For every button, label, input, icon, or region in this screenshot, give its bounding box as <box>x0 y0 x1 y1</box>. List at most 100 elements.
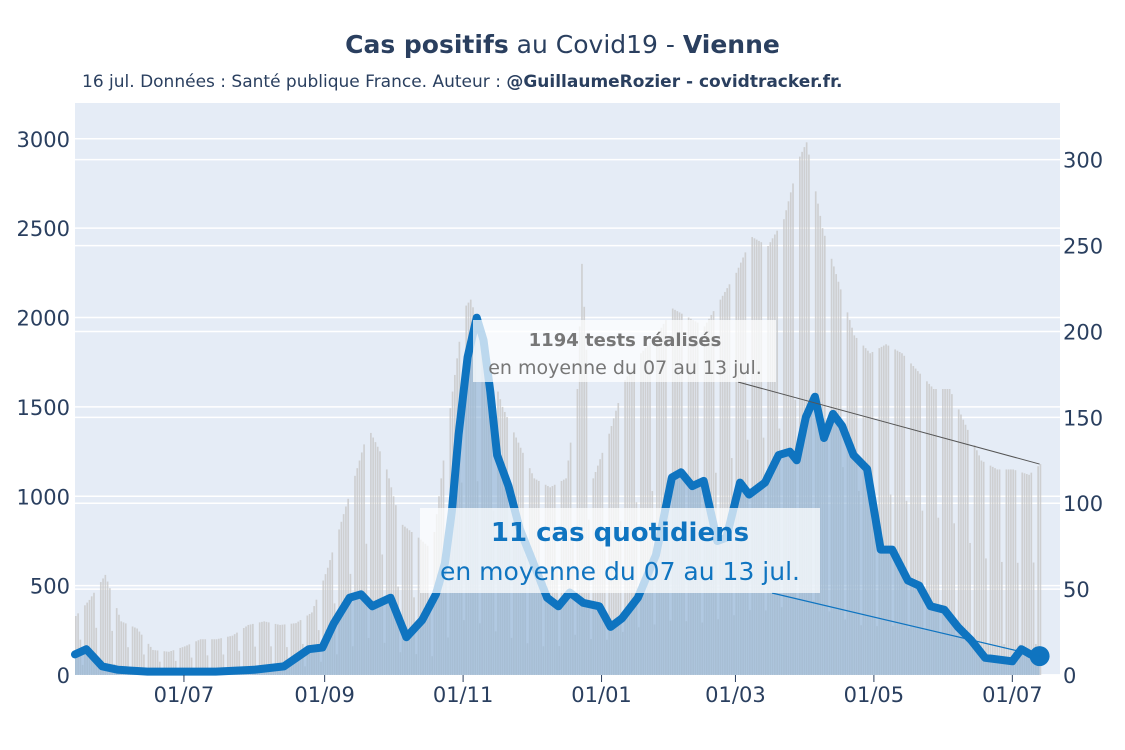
tests-bar <box>976 450 978 675</box>
tests-bar <box>190 657 193 675</box>
tests-bar <box>172 650 175 675</box>
tests-bar <box>962 419 965 675</box>
cases-annotation-box <box>420 508 820 593</box>
tests-bar <box>1037 466 1039 675</box>
y-left-tick-label: 500 <box>30 575 70 599</box>
cases-annotation-text: en moyenne du 07 au 13 jul. <box>440 557 800 586</box>
tests-bar <box>143 654 145 675</box>
tests-bar <box>120 621 123 675</box>
tests-bar <box>728 284 731 675</box>
tests-bar <box>1021 472 1024 675</box>
tests-bar <box>1016 562 1019 675</box>
tests-bar <box>338 529 340 675</box>
tests-bar <box>329 560 331 675</box>
tests-bar <box>372 437 374 675</box>
y-right-tick-label: 200 <box>1063 320 1103 344</box>
tests-bar <box>149 646 152 675</box>
tests-bar <box>154 650 157 675</box>
tests-bar <box>345 506 347 675</box>
tests-bar <box>315 599 318 675</box>
tests-bar <box>1014 470 1017 675</box>
y-left-tick-label: 2500 <box>17 217 70 241</box>
tests-bar <box>342 514 345 675</box>
tests-bar <box>283 624 286 675</box>
tests-bar <box>358 460 361 675</box>
tests-bar <box>231 635 234 675</box>
tests-bar <box>973 445 976 675</box>
tests-bar <box>297 621 300 675</box>
tests-bar <box>124 623 127 675</box>
tests-bar <box>758 240 760 675</box>
tests-bar <box>390 487 393 675</box>
tests-bar <box>222 654 225 675</box>
y-right-tick-label: 100 <box>1063 492 1103 516</box>
tests-bar <box>710 314 713 675</box>
tests-bar <box>274 623 277 675</box>
tests-bar <box>619 521 622 675</box>
tests-bar <box>354 475 356 675</box>
tests-bar <box>213 639 216 675</box>
tests-bar <box>186 645 188 675</box>
tests-bar <box>106 581 109 675</box>
tests-bar <box>989 465 992 675</box>
tests-bar <box>326 567 329 675</box>
x-tick-label: 01/03 <box>705 683 766 707</box>
tests-bar <box>1030 472 1033 675</box>
y-left-tick-label: 1000 <box>17 485 70 509</box>
tests-bar <box>755 239 758 675</box>
tests-bar <box>88 599 91 675</box>
tests-bar <box>982 461 985 675</box>
tests-bar <box>896 350 899 675</box>
tests-bar <box>115 608 118 675</box>
tests-bar <box>281 624 284 675</box>
subtitle-author: @GuillaumeRozier - covidtracker.fr. <box>506 72 843 92</box>
tests-bar <box>347 498 350 675</box>
tests-bar <box>712 311 715 675</box>
tests-bar <box>1028 474 1030 675</box>
cases-annotation-arrow <box>771 592 1040 657</box>
x-tick-label: 01/01 <box>571 683 632 707</box>
tests-bar <box>578 326 581 675</box>
tests-bar <box>111 630 113 675</box>
tests-bar <box>726 288 729 675</box>
tests-bar <box>1012 469 1015 675</box>
tests-bar <box>265 621 268 675</box>
tests-bar <box>783 219 785 675</box>
tests-bar <box>737 267 740 675</box>
tests-bar <box>102 578 104 675</box>
tests-bar <box>99 582 102 675</box>
tests-bar <box>211 639 213 675</box>
subtitle-source: 16 jul. Données : Santé publique France.… <box>82 72 507 92</box>
tests-bar <box>419 539 422 675</box>
title-region: Vienne <box>682 30 780 59</box>
tests-bar <box>188 644 191 675</box>
tests-bar <box>914 368 917 675</box>
tests-bar <box>388 478 390 675</box>
tests-bar <box>878 348 881 675</box>
tests-bar <box>721 295 724 675</box>
tests-bar <box>930 386 933 675</box>
tests-bar <box>798 156 801 675</box>
tests-bar <box>787 201 790 675</box>
x-tick-label: 01/09 <box>294 683 355 707</box>
tests-bar <box>379 451 381 675</box>
tests-bar <box>183 646 186 675</box>
tests-bar <box>926 381 928 675</box>
tests-bar <box>236 632 238 675</box>
tests-bar <box>401 524 404 675</box>
tests-bar <box>969 542 971 675</box>
tests-bar <box>156 650 159 675</box>
tests-bar <box>109 588 111 675</box>
tests-bar <box>252 623 254 675</box>
y-left-tick-label: 3000 <box>17 128 70 152</box>
tests-bar <box>313 606 315 675</box>
chart-title: Cas positifs au Covid19 - Vienne <box>0 30 1125 59</box>
tests-bar <box>356 468 359 675</box>
tests-bar <box>295 623 297 675</box>
tests-bar <box>919 373 921 675</box>
tests-bar <box>242 628 245 675</box>
tests-bar <box>331 552 334 675</box>
tests-bar <box>985 558 987 675</box>
tests-bar <box>263 621 266 675</box>
tests-bar <box>898 351 901 675</box>
